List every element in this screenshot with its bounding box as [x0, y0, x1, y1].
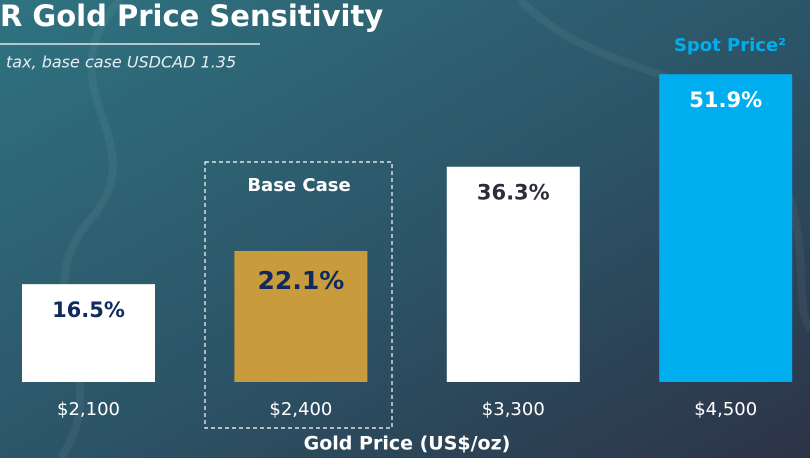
value-label: 22.1%: [258, 266, 345, 295]
x-tick-label: $2,400: [269, 399, 332, 420]
x-axis-label: Gold Price (US$/oz): [304, 433, 511, 455]
x-tick-label: $2,100: [57, 399, 120, 420]
spot-price-label: Spot Price²: [674, 35, 786, 56]
bar: [22, 284, 155, 382]
chart-title: R Gold Price Sensitivity: [0, 0, 383, 33]
base-case-box: [204, 161, 393, 429]
bar: [446, 166, 580, 382]
decoration: [56, 0, 123, 458]
base-case-label: Base Case: [247, 175, 350, 196]
bar: [659, 74, 793, 382]
chart-subtitle: tax, base case USDCAD 1.35: [6, 53, 236, 72]
x-tick-label: $3,300: [482, 399, 545, 420]
x-tick-label: $4,500: [694, 399, 757, 420]
value-label: 16.5%: [52, 298, 125, 322]
value-label: 51.9%: [689, 88, 762, 112]
bar: [234, 250, 368, 382]
value-label: 36.3%: [477, 181, 550, 205]
